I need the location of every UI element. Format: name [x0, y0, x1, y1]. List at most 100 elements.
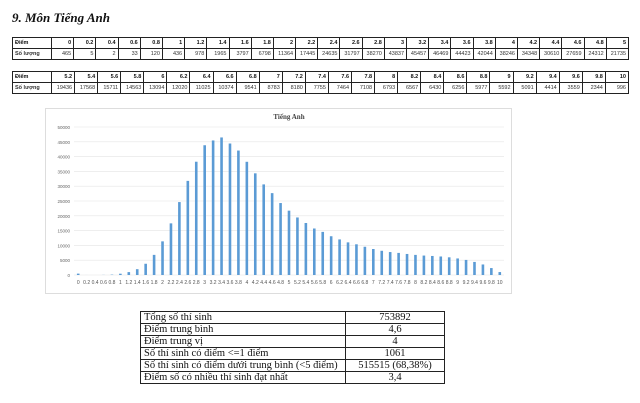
score-cell: 5.8 — [120, 71, 145, 83]
count-cell: 436 — [161, 48, 186, 60]
bar — [253, 173, 257, 275]
count-cell: 38246 — [494, 48, 518, 60]
count-cell: 8783 — [258, 82, 283, 94]
bar — [321, 231, 325, 275]
x-tick-label: 8.2 — [420, 280, 427, 286]
row-label: Điểm — [12, 37, 52, 49]
count-cell: 43837 — [383, 48, 408, 60]
x-tick-label: 5.6 — [311, 280, 318, 286]
bar — [228, 143, 232, 275]
summary-value: 515515 (68,38%) — [345, 359, 445, 372]
count-cell: 11025 — [189, 82, 214, 94]
score-cell: 8.6 — [443, 71, 468, 83]
bar — [380, 250, 384, 275]
x-tick-label: 7.2 — [378, 280, 385, 286]
bar — [237, 150, 240, 275]
score-cell: 4.6 — [561, 37, 585, 49]
bar — [144, 263, 147, 275]
count-cell: 5592 — [489, 82, 514, 94]
y-tick-label: 40000 — [57, 155, 70, 160]
score-cell: 8.4 — [420, 71, 445, 83]
count-cell: 45457 — [405, 48, 430, 60]
score-cell: 6.4 — [189, 71, 214, 83]
x-tick-label: 4 — [245, 280, 248, 286]
score-cell: 8 — [374, 71, 399, 83]
bar — [203, 145, 206, 275]
bar — [329, 236, 333, 275]
count-cell: 6793 — [374, 82, 399, 94]
bar — [262, 184, 266, 275]
bar — [431, 255, 434, 275]
bar — [287, 210, 291, 275]
count-cell: 7108 — [351, 82, 376, 94]
count-cell: 9541 — [235, 82, 260, 94]
count-cell: 30610 — [539, 48, 563, 60]
x-tick-label: 9.6 — [479, 280, 486, 286]
count-row: Số lượng 465 5 2 33 120 436 978 1965 3797 6798 1136… — [12, 48, 630, 60]
score-row: Điểm 5.2 5.4 5.6 5.8 6 6.2 6.4 6.6 6.8 7 7.2 7.4 7.6 7… — [12, 71, 630, 83]
count-row: Số lượng 19436 17568 15711 14563 13094 12020 11… — [12, 82, 630, 94]
bar — [169, 223, 173, 275]
y-tick-label: 5000 — [60, 258, 71, 263]
bar — [397, 252, 400, 275]
bar — [464, 259, 468, 275]
x-tick-label: 1 — [119, 280, 122, 286]
score-cell: 2.4 — [317, 37, 341, 49]
bar — [245, 161, 249, 275]
score-cell: 1.8 — [250, 37, 274, 49]
bar — [481, 264, 485, 275]
count-cell: 7464 — [327, 82, 353, 94]
summary-value: 4,6 — [345, 323, 445, 336]
summary-value: 3,4 — [345, 371, 445, 384]
y-tick-label: 25000 — [57, 199, 70, 204]
score-cell: 8.2 — [397, 71, 422, 83]
bar — [447, 257, 451, 275]
count-cell: 24312 — [583, 48, 607, 60]
count-cell: 978 — [184, 48, 208, 60]
bar — [220, 137, 223, 275]
summary-row: Điểm số có nhiều thí sinh đạt nhất 3,4 — [140, 371, 445, 384]
bar — [498, 272, 502, 275]
x-tick-label: 2.4 — [176, 280, 183, 286]
x-tick-label: 6.4 — [345, 280, 352, 286]
score-cell: 5.6 — [97, 71, 122, 83]
summary-value: 4 — [345, 335, 445, 348]
count-cell: 24635 — [317, 48, 341, 60]
x-tick-label: 1.6 — [142, 280, 149, 286]
bar — [186, 180, 190, 275]
x-tick-label: 4.6 — [269, 280, 276, 286]
row-label: Số lượng — [12, 48, 52, 60]
score-cell: 1 — [161, 37, 186, 49]
summary-value: 753892 — [345, 311, 445, 324]
bar — [363, 246, 367, 275]
bar — [152, 254, 156, 275]
count-cell: 6567 — [397, 82, 422, 94]
bar — [270, 193, 274, 275]
bar — [414, 254, 417, 275]
x-tick-label: 8.4 — [429, 280, 436, 286]
score-cell: 6.6 — [212, 71, 237, 83]
bar — [178, 202, 181, 275]
bar-chart: Tiếng Anh 0 5000 10000 15000 20000 25000 30000 3… — [57, 113, 504, 286]
score-cell: 5 — [605, 37, 630, 49]
bar — [456, 258, 459, 275]
bar — [422, 255, 426, 275]
summary-label: Số thí sinh có điểm dưới trung bình (<5 … — [140, 359, 346, 372]
count-cell: 17568 — [74, 82, 99, 94]
score-cell: 0.6 — [117, 37, 141, 49]
score-cell: 9.6 — [558, 71, 583, 83]
summary-label: Điểm số có nhiều thí sinh đạt nhất — [140, 371, 346, 384]
x-tick-label: 2.2 — [167, 280, 174, 286]
x-tick-label: 7 — [372, 280, 375, 286]
score-cell: 2.2 — [295, 37, 319, 49]
score-cell: 10 — [604, 71, 630, 83]
score-cell: 4.4 — [539, 37, 563, 49]
score-cell: 3.2 — [405, 37, 430, 49]
x-tick-label: 5.8 — [319, 280, 326, 286]
score-cell: 7 — [258, 71, 283, 83]
count-cell: 3797 — [228, 48, 252, 60]
bar — [76, 273, 80, 275]
count-cell: 120 — [139, 48, 163, 60]
count-cell: 5977 — [466, 82, 491, 94]
score-cell: 7.4 — [304, 71, 329, 83]
